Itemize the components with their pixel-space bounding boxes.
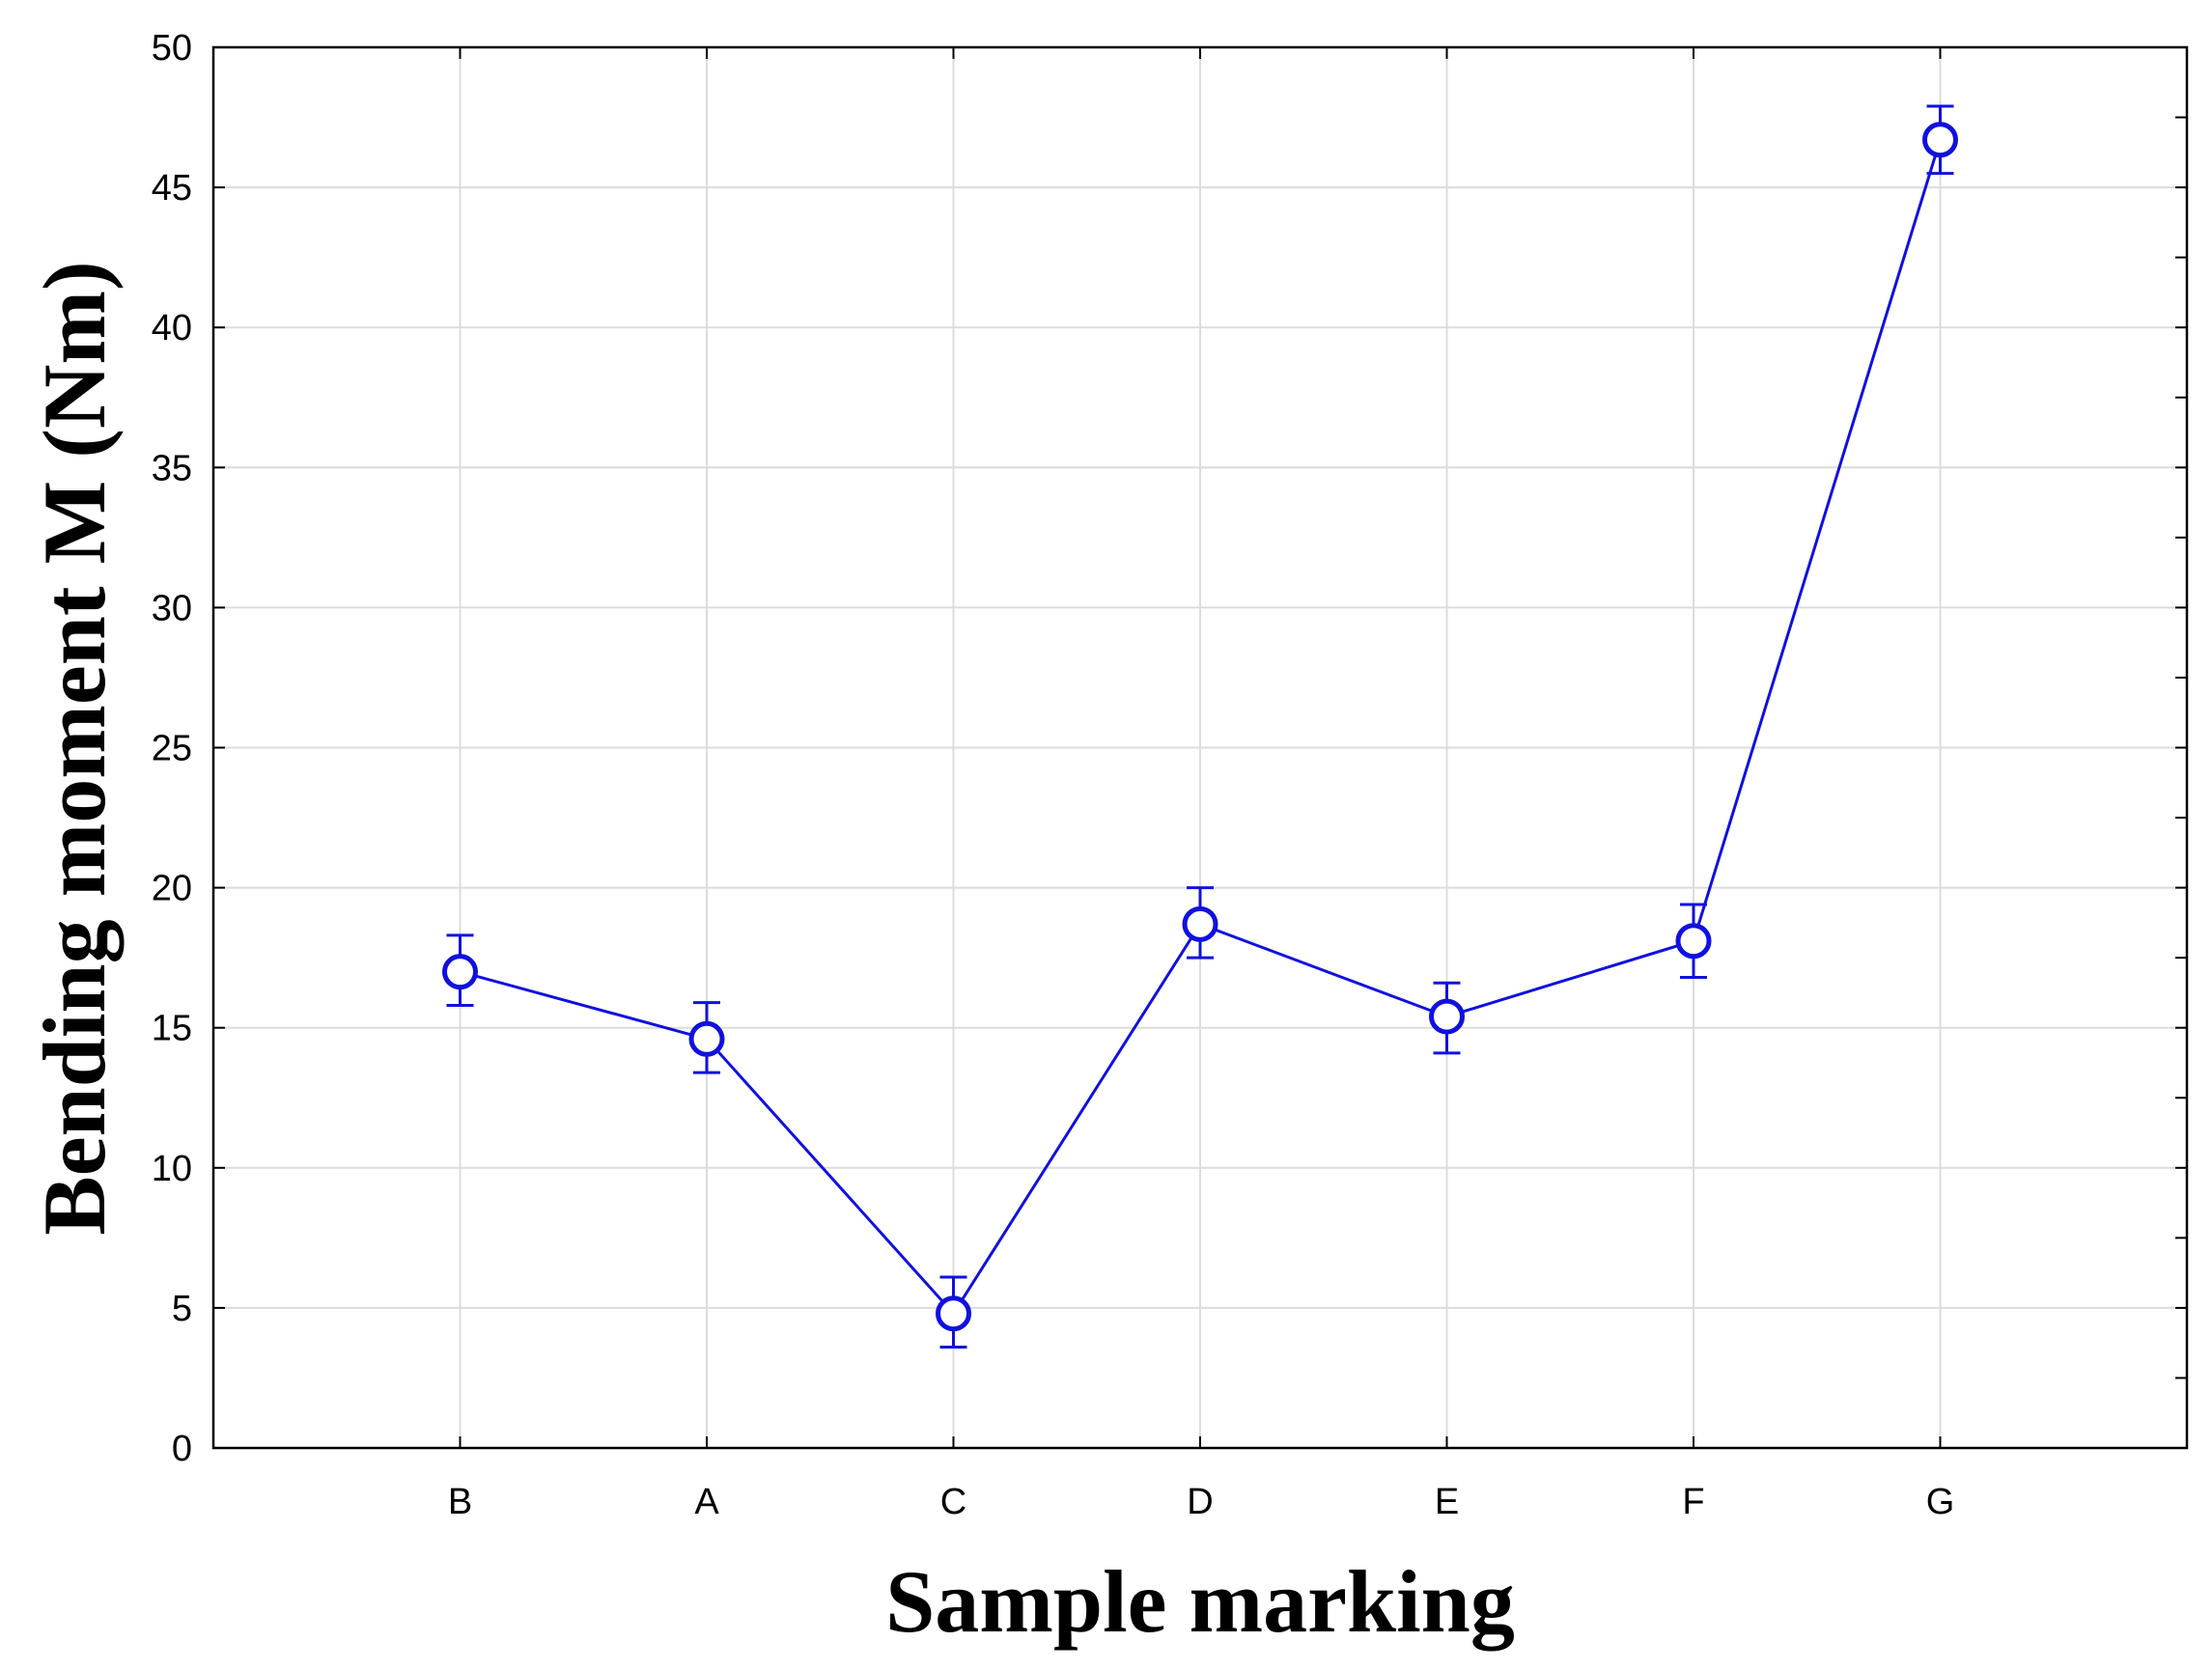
x-tick-label: C	[940, 1482, 966, 1522]
axis-ticks	[213, 46, 2187, 1449]
y-tick-label: 20	[152, 869, 192, 909]
data-point-F	[1675, 923, 1712, 960]
data-point-E	[1429, 998, 1465, 1035]
y-tick-label: 0	[172, 1429, 192, 1469]
y-tick-label: 50	[152, 28, 192, 69]
data-point-B	[442, 954, 478, 990]
x-tick-label: G	[1926, 1482, 1955, 1522]
x-tick-label: B	[448, 1482, 472, 1522]
x-tick-label: A	[694, 1482, 719, 1522]
y-tick-label: 45	[152, 168, 192, 209]
x-tick-label: E	[1435, 1482, 1459, 1522]
data-point-C	[936, 1295, 971, 1332]
y-tick-label: 10	[152, 1149, 192, 1189]
data-point-D	[1182, 905, 1218, 942]
y-tick-label: 15	[152, 1009, 192, 1049]
y-tick-label: 25	[152, 729, 192, 769]
data-series	[442, 104, 1958, 1350]
y-tick-label: 30	[152, 588, 192, 628]
y-tick-label: 35	[152, 448, 192, 488]
data-point-A	[688, 1020, 725, 1057]
x-tick-label: D	[1187, 1482, 1213, 1522]
y-tick-labels: 0 5 10 15 20 25 30 35 40 45 50	[152, 28, 192, 1469]
y-tick-label: 5	[172, 1289, 192, 1329]
grid-lines	[213, 47, 2187, 1448]
y-tick-label: 40	[152, 308, 192, 348]
x-tick-label: F	[1682, 1482, 1704, 1522]
data-point-G	[1922, 122, 1958, 158]
y-axis-label: Bending moment M (Nm)	[25, 261, 124, 1235]
x-axis-label: Sample marking	[885, 1552, 1515, 1651]
